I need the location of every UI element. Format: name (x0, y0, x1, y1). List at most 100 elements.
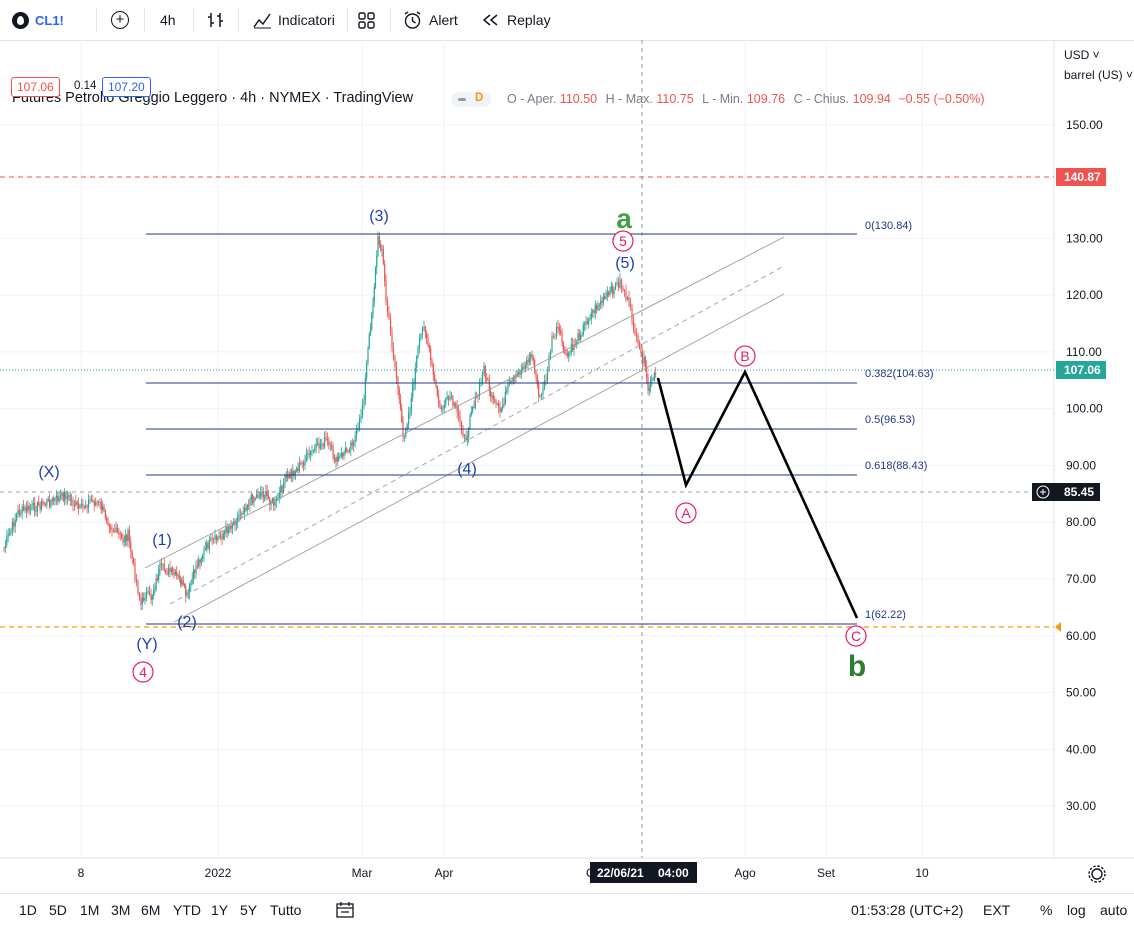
candle-body (462, 430, 464, 437)
candle-body (218, 535, 220, 538)
candle-body (382, 249, 384, 264)
candle-body (373, 287, 375, 303)
candle-body (534, 360, 536, 372)
divider (96, 8, 97, 32)
candle-body (420, 334, 422, 339)
candle-body (578, 333, 580, 340)
candle-body (548, 356, 550, 371)
buy-price-badge[interactable]: 107.20 (102, 77, 151, 97)
candle-body (200, 558, 202, 564)
candle-body (64, 493, 66, 501)
candle-body (40, 501, 43, 510)
sell-price-badge[interactable]: 107.06 (11, 77, 60, 97)
candle-body (287, 474, 289, 478)
candle-body (398, 389, 400, 400)
range-button-1d[interactable]: 1D (19, 902, 37, 918)
candle-body (112, 530, 114, 532)
candle-body (628, 297, 630, 304)
candle-body (344, 448, 346, 453)
replay-button[interactable]: Replay (482, 0, 551, 40)
range-button-6m[interactable]: 6M (141, 902, 161, 918)
candle-body (62, 492, 64, 501)
bars-chart-icon (208, 13, 223, 27)
candle-body (294, 471, 296, 476)
candle-body (447, 396, 450, 400)
templates-button[interactable] (358, 0, 375, 40)
candle-body (532, 357, 534, 361)
candle-body (177, 575, 179, 577)
auto-button[interactable]: auto (1100, 902, 1128, 918)
range-button-ytd[interactable]: YTD (173, 902, 201, 918)
range-button-3m[interactable]: 3M (111, 902, 131, 918)
candle-body (457, 411, 460, 417)
log-button[interactable]: log (1067, 902, 1086, 918)
candle-body (490, 391, 492, 397)
clock[interactable]: 01:53:28 (UTC+2) (851, 902, 964, 918)
candle-body (68, 495, 70, 497)
candle-body (248, 504, 250, 506)
candle-body (617, 282, 620, 288)
candle-body (61, 492, 63, 497)
candle-body (297, 468, 299, 472)
candle-body (347, 450, 349, 452)
range-button-5d[interactable]: 5D (49, 902, 67, 918)
candle-body (204, 548, 206, 550)
interval-button[interactable]: 4h (160, 0, 176, 40)
compare-button[interactable]: + (111, 0, 129, 40)
candle-body (124, 535, 127, 542)
channel-lower (173, 293, 785, 623)
candle-body (162, 564, 164, 566)
date-range-button[interactable] (336, 894, 354, 926)
chart-canvas[interactable]: 0(130.84) 0.382(104.63) 0.5(96.53) 0.618(88… (0, 40, 1134, 893)
candle-body (47, 499, 49, 501)
change-value: −0.55 (−0.50%) (898, 92, 985, 106)
candle-body (450, 396, 453, 398)
candle-body (202, 555, 204, 559)
candle-body (28, 505, 30, 510)
percent-button[interactable]: % (1040, 902, 1053, 918)
candle-body (644, 357, 646, 367)
candle-body (106, 517, 108, 522)
unit-selector[interactable]: barrel (US) ˅ (1064, 68, 1134, 82)
wave-circle (675, 502, 697, 524)
calendar-icon (336, 902, 354, 918)
candle-body (588, 319, 590, 325)
candle-body (90, 499, 93, 501)
candle-body (653, 373, 655, 380)
candle-body (203, 549, 205, 556)
candle-body (572, 344, 574, 351)
ext-button[interactable]: EXT (983, 902, 1011, 918)
candle-body (438, 396, 440, 404)
candle-body (318, 442, 320, 449)
candle-body (442, 408, 444, 410)
currency-selector[interactable]: USD ˅ (1064, 48, 1100, 62)
channel-upper (144, 236, 785, 569)
candle-body (531, 354, 533, 358)
symbol-search[interactable]: CL1! (12, 0, 64, 40)
candle-body (409, 411, 411, 414)
alert-button[interactable]: Alert (403, 0, 458, 40)
candle-body (53, 498, 55, 501)
candle-body (500, 408, 502, 412)
candle-body (560, 330, 562, 334)
chart-area[interactable]: 0(130.84) 0.382(104.63) 0.5(96.53) 0.618(88… (0, 40, 1134, 893)
price-tick: 90.00 (1066, 458, 1096, 472)
candle-body (196, 565, 198, 567)
candle-body (280, 485, 282, 493)
candle-body (254, 497, 256, 499)
range-button-1y[interactable]: 1Y (211, 902, 229, 918)
price-scale[interactable]: 150.00 130.00 120.00 110.00 100.00 90.00 80.00… (78, 118, 1106, 883)
visibility-toggle[interactable]: D (451, 92, 491, 107)
candle-body (118, 532, 120, 535)
candle-body (145, 592, 148, 598)
candle-body (609, 290, 611, 295)
indicators-button[interactable]: Indicatori (253, 0, 335, 40)
candle-body (424, 326, 426, 333)
range-button-tutto[interactable]: Tutto (270, 902, 302, 918)
range-button-5y[interactable]: 5Y (240, 902, 258, 918)
chart-type-button[interactable] (207, 0, 225, 40)
candle-body (151, 595, 153, 601)
candle-body (545, 380, 547, 382)
range-button-1m[interactable]: 1M (80, 902, 100, 918)
candle-body (131, 551, 133, 559)
